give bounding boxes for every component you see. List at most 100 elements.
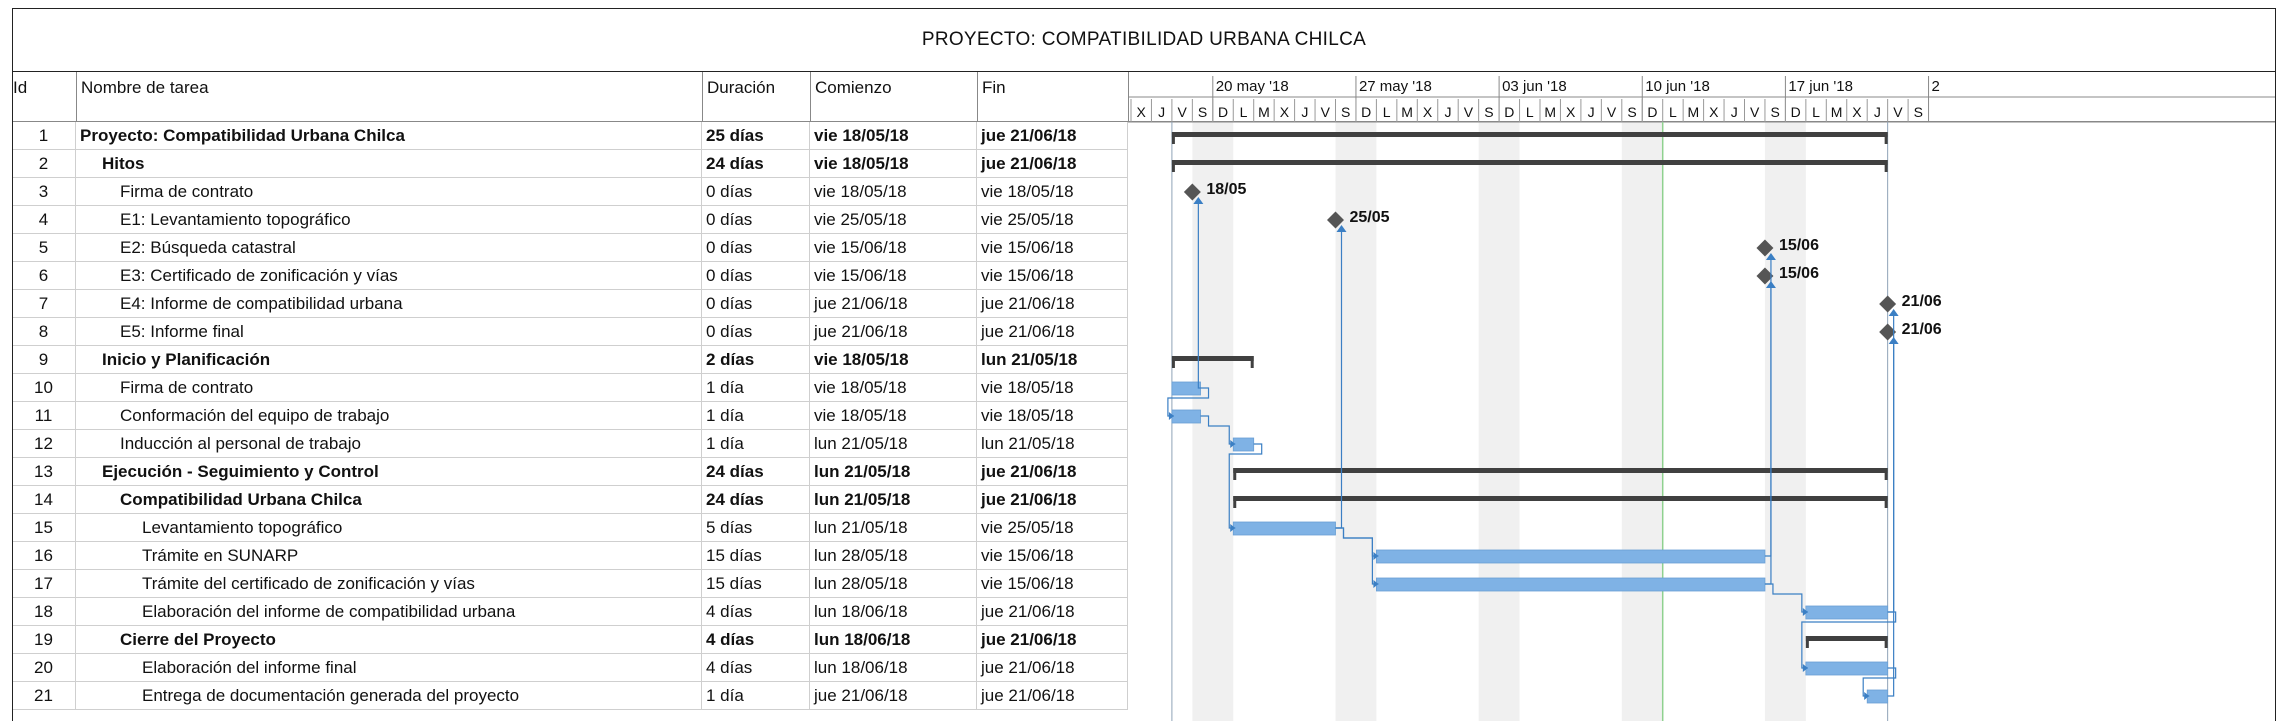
task-duration-cell[interactable]: 5 días	[702, 514, 810, 542]
task-name-cell[interactable]: Hitos	[76, 150, 702, 178]
task-id-cell[interactable]: 3	[12, 178, 76, 206]
task-duration-cell[interactable]: 1 día	[702, 402, 810, 430]
table-row[interactable]: 11 Conformación del equipo de trabajo 1 dí…	[12, 402, 1128, 430]
task-end-cell[interactable]: jue 21/06/18	[977, 290, 1128, 318]
task-end-cell[interactable]: vie 15/06/18	[977, 262, 1128, 290]
task-name-cell[interactable]: E5: Informe final	[76, 318, 702, 346]
task-duration-cell[interactable]: 0 días	[702, 206, 810, 234]
task-start-cell[interactable]: lun 21/05/18	[810, 486, 977, 514]
task-id-cell[interactable]: 1	[12, 122, 76, 150]
task-duration-cell[interactable]: 0 días	[702, 178, 810, 206]
task-duration-cell[interactable]: 0 días	[702, 318, 810, 346]
task-duration-cell[interactable]: 24 días	[702, 150, 810, 178]
table-row[interactable]: 18 Elaboración del informe de compatibili…	[12, 598, 1128, 626]
table-row[interactable]: 21 Entrega de documentación generada del …	[12, 682, 1128, 710]
task-duration-cell[interactable]: 2 días	[702, 346, 810, 374]
task-end-cell[interactable]: vie 25/05/18	[977, 514, 1128, 542]
task-start-cell[interactable]: vie 18/05/18	[810, 374, 977, 402]
task-name-cell[interactable]: Ejecución - Seguimiento y Control	[76, 458, 702, 486]
task-id-cell[interactable]: 14	[12, 486, 76, 514]
task-id-cell[interactable]: 19	[12, 626, 76, 654]
task-id-cell[interactable]: 5	[12, 234, 76, 262]
task-id-cell[interactable]: 9	[12, 346, 76, 374]
task-end-cell[interactable]: lun 21/05/18	[977, 430, 1128, 458]
table-row[interactable]: 15 Levantamiento topográfico 5 días lun 21/…	[12, 514, 1128, 542]
task-name-cell[interactable]: Elaboración del informe de compatibilida…	[76, 598, 702, 626]
table-row[interactable]: 8 E5: Informe final 0 días jue 21/06/18 jue …	[12, 318, 1128, 346]
task-end-cell[interactable]: vie 18/05/18	[977, 402, 1128, 430]
task-name-cell[interactable]: Inducción al personal de trabajo	[76, 430, 702, 458]
task-id-cell[interactable]: 20	[12, 654, 76, 682]
task-name-cell[interactable]: E1: Levantamiento topográfico	[76, 206, 702, 234]
task-duration-cell[interactable]: 1 día	[702, 682, 810, 710]
task-id-cell[interactable]: 7	[12, 290, 76, 318]
task-id-cell[interactable]: 10	[12, 374, 76, 402]
task-duration-cell[interactable]: 15 días	[702, 570, 810, 598]
table-row[interactable]: 10 Firma de contrato 1 día vie 18/05/18 vie …	[12, 374, 1128, 402]
task-name-cell[interactable]: E3: Certificado de zonificación y vías	[76, 262, 702, 290]
task-id-cell[interactable]: 15	[12, 514, 76, 542]
task-end-cell[interactable]: jue 21/06/18	[977, 458, 1128, 486]
task-id-cell[interactable]: 6	[12, 262, 76, 290]
column-header-start[interactable]: Comienzo	[811, 72, 978, 122]
task-end-cell[interactable]: jue 21/06/18	[977, 122, 1128, 150]
task-name-cell[interactable]: Firma de contrato	[76, 178, 702, 206]
task-duration-cell[interactable]: 4 días	[702, 598, 810, 626]
task-end-cell[interactable]: jue 21/06/18	[977, 598, 1128, 626]
table-row[interactable]: 6 E3: Certificado de zonificación y vías 0…	[12, 262, 1128, 290]
task-end-cell[interactable]: jue 21/06/18	[977, 318, 1128, 346]
task-end-cell[interactable]: jue 21/06/18	[977, 682, 1128, 710]
task-name-cell[interactable]: Cierre del Proyecto	[76, 626, 702, 654]
task-start-cell[interactable]: vie 25/05/18	[810, 206, 977, 234]
task-id-cell[interactable]: 12	[12, 430, 76, 458]
table-row[interactable]: 5 E2: Búsqueda catastral 0 días vie 15/06/1…	[12, 234, 1128, 262]
task-start-cell[interactable]: jue 21/06/18	[810, 290, 977, 318]
column-header-name[interactable]: Nombre de tarea	[77, 72, 703, 122]
task-id-cell[interactable]: 2	[12, 150, 76, 178]
task-duration-cell[interactable]: 15 días	[702, 542, 810, 570]
task-end-cell[interactable]: vie 15/06/18	[977, 570, 1128, 598]
task-start-cell[interactable]: lun 21/05/18	[810, 458, 977, 486]
task-start-cell[interactable]: vie 15/06/18	[810, 262, 977, 290]
task-duration-cell[interactable]: 1 día	[702, 430, 810, 458]
task-name-cell[interactable]: Compatibilidad Urbana Chilca	[76, 486, 702, 514]
task-start-cell[interactable]: vie 18/05/18	[810, 402, 977, 430]
table-row[interactable]: 2 Hitos 24 días vie 18/05/18 jue 21/06/18	[12, 150, 1128, 178]
task-end-cell[interactable]: vie 25/05/18	[977, 206, 1128, 234]
task-start-cell[interactable]: vie 18/05/18	[810, 122, 977, 150]
task-name-cell[interactable]: Proyecto: Compatibilidad Urbana Chilca	[76, 122, 702, 150]
task-id-cell[interactable]: 21	[12, 682, 76, 710]
task-duration-cell[interactable]: 24 días	[702, 458, 810, 486]
task-start-cell[interactable]: lun 18/06/18	[810, 626, 977, 654]
task-start-cell[interactable]: vie 18/05/18	[810, 346, 977, 374]
task-id-cell[interactable]: 16	[12, 542, 76, 570]
column-header-duration[interactable]: Duración	[703, 72, 811, 122]
task-name-cell[interactable]: Elaboración del informe final	[76, 654, 702, 682]
task-start-cell[interactable]: lun 21/05/18	[810, 514, 977, 542]
task-start-cell[interactable]: lun 28/05/18	[810, 570, 977, 598]
task-duration-cell[interactable]: 0 días	[702, 234, 810, 262]
task-start-cell[interactable]: jue 21/06/18	[810, 682, 977, 710]
column-header-id[interactable]: Id	[13, 72, 77, 122]
table-row[interactable]: 3 Firma de contrato 0 días vie 18/05/18 vie …	[12, 178, 1128, 206]
task-duration-cell[interactable]: 4 días	[702, 626, 810, 654]
task-name-cell[interactable]: E2: Búsqueda catastral	[76, 234, 702, 262]
task-duration-cell[interactable]: 4 días	[702, 654, 810, 682]
task-start-cell[interactable]: vie 18/05/18	[810, 150, 977, 178]
task-name-cell[interactable]: Trámite del certificado de zonificación …	[76, 570, 702, 598]
task-end-cell[interactable]: jue 21/06/18	[977, 486, 1128, 514]
task-name-cell[interactable]: Conformación del equipo de trabajo	[76, 402, 702, 430]
task-end-cell[interactable]: vie 18/05/18	[977, 374, 1128, 402]
task-start-cell[interactable]: lun 21/05/18	[810, 430, 977, 458]
task-duration-cell[interactable]: 24 días	[702, 486, 810, 514]
table-row[interactable]: 9 Inicio y Planificación 2 días vie 18/05/1…	[12, 346, 1128, 374]
task-id-cell[interactable]: 18	[12, 598, 76, 626]
task-end-cell[interactable]: jue 21/06/18	[977, 150, 1128, 178]
task-name-cell[interactable]: Levantamiento topográfico	[76, 514, 702, 542]
task-name-cell[interactable]: Inicio y Planificación	[76, 346, 702, 374]
task-duration-cell[interactable]: 1 día	[702, 374, 810, 402]
table-row[interactable]: 14 Compatibilidad Urbana Chilca 24 días lun…	[12, 486, 1128, 514]
task-id-cell[interactable]: 17	[12, 570, 76, 598]
task-start-cell[interactable]: vie 15/06/18	[810, 234, 977, 262]
task-end-cell[interactable]: jue 21/06/18	[977, 626, 1128, 654]
